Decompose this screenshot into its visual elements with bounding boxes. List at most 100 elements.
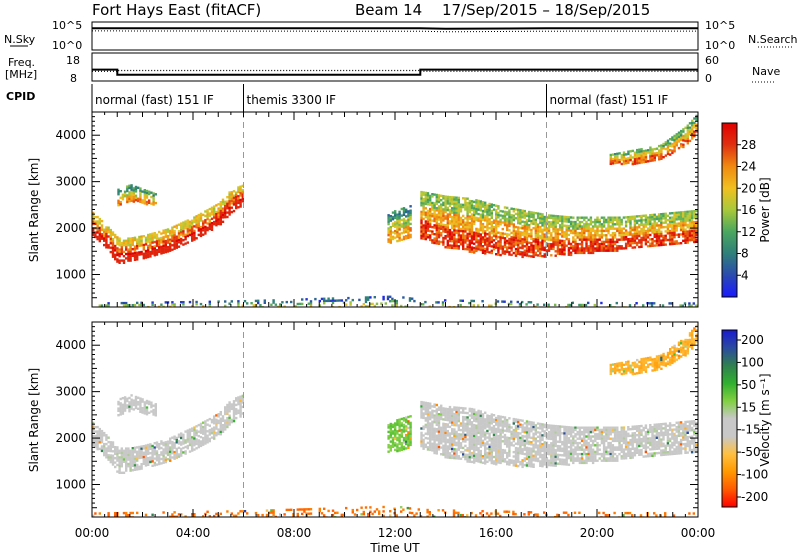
echo-cell <box>453 216 456 219</box>
echo-cell <box>490 453 493 456</box>
echo-cell <box>396 226 399 230</box>
echo-cell <box>580 220 584 224</box>
echo-cell <box>307 302 310 305</box>
echo-cell <box>565 226 568 230</box>
echo-cell <box>638 223 641 227</box>
echo-cell <box>138 450 141 453</box>
echo-cell <box>620 247 623 250</box>
echo-cell <box>394 437 397 441</box>
echo-cell <box>125 462 128 466</box>
echo-cell <box>103 442 106 446</box>
echo-cell <box>426 404 430 407</box>
echo-cell <box>195 425 198 428</box>
echo-cell <box>125 465 128 468</box>
echo-cell <box>629 233 632 236</box>
echo-cell <box>618 223 621 226</box>
echo-cell <box>437 214 441 217</box>
echo-cell <box>169 446 172 449</box>
echo-cell <box>594 238 597 241</box>
echo-cell <box>605 245 608 248</box>
echo-cell <box>105 453 108 457</box>
echo-cell <box>199 225 203 229</box>
echo-cell <box>657 219 661 223</box>
echo-cell <box>440 212 443 215</box>
echo-cell <box>143 412 146 415</box>
echo-cell <box>327 297 330 300</box>
echo-cell <box>213 220 216 224</box>
echo-cell <box>572 231 575 235</box>
echo-cell <box>475 428 478 432</box>
echo-cell <box>468 239 471 242</box>
echo-cell <box>642 149 645 153</box>
echo-cell <box>440 214 443 217</box>
echo-cell <box>448 215 452 219</box>
echo-cell <box>405 230 408 233</box>
echo-cell <box>596 238 599 241</box>
echo-cell <box>448 244 452 247</box>
echo-cell <box>669 142 672 145</box>
echo-cell <box>92 211 95 215</box>
echo-cell <box>488 220 491 223</box>
echo-cell <box>215 420 218 424</box>
echo-cell <box>448 421 452 424</box>
echo-cell <box>402 237 406 241</box>
echo-cell <box>580 234 584 237</box>
echo-cell <box>394 232 397 235</box>
echo-cell <box>495 231 498 234</box>
echo-cell <box>226 202 229 205</box>
echo-cell <box>120 456 123 459</box>
echo-cell <box>407 210 410 213</box>
echo-cell <box>554 250 557 253</box>
echo-cell <box>180 233 183 236</box>
echo-cell <box>437 439 441 442</box>
echo-cell <box>360 305 363 307</box>
echo-cell <box>510 244 513 248</box>
echo-cell <box>114 253 117 256</box>
echo-cell <box>164 239 167 243</box>
echo-cell <box>142 462 145 465</box>
echo-cell <box>426 408 430 412</box>
echo-cell <box>202 224 205 228</box>
echo-cell <box>640 219 643 222</box>
echo-cell <box>660 219 663 222</box>
echo-cell <box>664 243 667 246</box>
echo-cell <box>633 153 637 157</box>
echo-cell <box>468 215 471 218</box>
echo-cell <box>466 219 469 222</box>
echo-cell <box>688 228 692 231</box>
echo-cell <box>631 149 634 153</box>
echo-cell <box>613 223 617 226</box>
echo-cell <box>459 216 463 220</box>
echo-cell <box>468 434 471 437</box>
echo-cell <box>127 449 130 452</box>
echo-cell <box>607 220 610 224</box>
echo-cell <box>552 214 555 218</box>
echo-cell <box>184 238 187 241</box>
echo-cell <box>521 246 524 250</box>
echo-cell <box>497 461 500 464</box>
echo-cell <box>132 401 135 404</box>
echo-cell <box>389 219 392 222</box>
echo-cell <box>130 195 133 198</box>
echo-cell <box>679 224 683 227</box>
echo-cell <box>139 187 142 190</box>
echo-cell <box>162 443 165 447</box>
echo-cell <box>437 222 441 226</box>
echo-cell <box>396 432 399 435</box>
echo-cell <box>530 211 533 214</box>
echo-cell <box>657 226 661 229</box>
echo-cell <box>239 189 242 193</box>
echo-cell <box>558 241 562 245</box>
echo-cell <box>644 238 648 241</box>
echo-cell <box>622 160 626 163</box>
echo-cell <box>550 234 553 237</box>
echo-cell <box>651 218 654 221</box>
echo-cell <box>202 432 205 435</box>
echo-cell <box>530 233 533 236</box>
echo-cell <box>488 238 491 241</box>
echo-cell <box>506 211 509 214</box>
echo-cell <box>585 245 588 248</box>
echo-cell <box>653 235 656 238</box>
echo-cell <box>668 240 672 244</box>
echo-cell <box>547 238 551 241</box>
